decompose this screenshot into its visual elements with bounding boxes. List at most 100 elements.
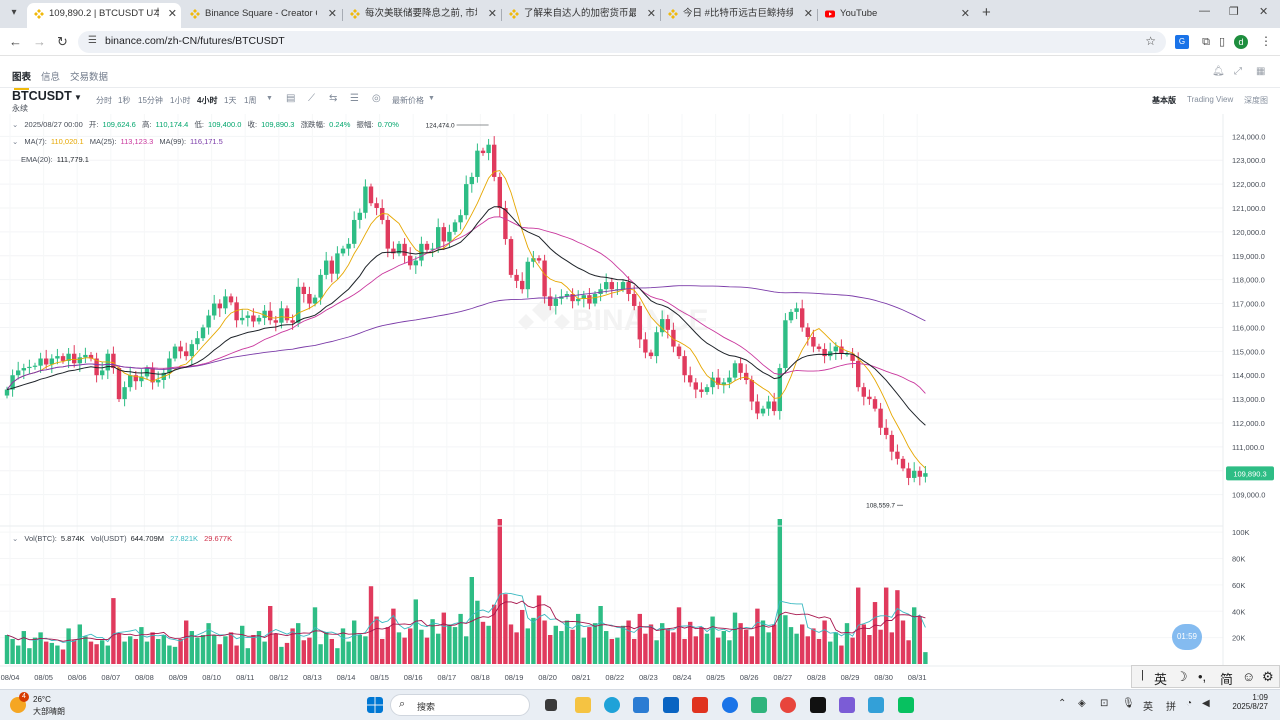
- tab-trading-data[interactable]: 交易数据: [70, 72, 109, 83]
- browser-tab[interactable]: 每次美联储要降息之前, 市场往 ✕: [343, 3, 501, 28]
- interval-1w[interactable]: 1周: [244, 96, 257, 105]
- volume-bar: [497, 519, 502, 664]
- volume-bar: [716, 637, 721, 664]
- interval-4h[interactable]: 4小时: [197, 96, 218, 105]
- symbol-name[interactable]: BTCUSDT: [12, 89, 72, 103]
- microphone-icon[interactable]: 🎙︎: [1122, 698, 1135, 709]
- outlook-icon[interactable]: [663, 697, 679, 713]
- close-tab-icon[interactable]: ✕: [646, 8, 656, 20]
- view-basic[interactable]: 基本版: [1152, 96, 1176, 105]
- wechat-icon[interactable]: [898, 697, 914, 713]
- translate-icon[interactable]: G: [1175, 35, 1189, 49]
- expand-icon[interactable]: ⤢: [1234, 66, 1242, 77]
- browser-tab[interactable]: YouTube ✕: [818, 3, 974, 28]
- candlestick-chart[interactable]: BINANCE 124,000.0 123,000.0 122,000.0 121,0…: [0, 114, 1280, 689]
- edge-icon[interactable]: [604, 697, 620, 713]
- interval-1s[interactable]: 1秒: [118, 96, 131, 105]
- new-tab-icon[interactable]: +: [982, 4, 991, 21]
- moon-icon[interactable]: ☽: [1176, 669, 1188, 684]
- settings-list-icon[interactable]: ☰: [350, 93, 359, 104]
- calendar-icon[interactable]: ▤: [286, 93, 296, 104]
- taskbar-search[interactable]: ⌕ 搜索: [390, 694, 530, 716]
- tray-ime-mode[interactable]: 拼: [1166, 702, 1176, 713]
- extensions-icon[interactable]: ⧉: [1202, 36, 1210, 48]
- store-icon[interactable]: [633, 697, 649, 713]
- candle-body: [469, 176, 474, 185]
- candle-body: [878, 408, 883, 428]
- tray-app-icon[interactable]: ◈: [1078, 698, 1086, 709]
- high-value: 110,174.4: [155, 120, 189, 129]
- layout-grid-icon[interactable]: ▦: [1256, 66, 1266, 77]
- close-tab-icon[interactable]: ✕: [803, 8, 813, 20]
- browser-tab[interactable]: 了解来自达人的加密货币最新资 ✕: [502, 3, 660, 28]
- app-icon[interactable]: [839, 697, 855, 713]
- emoji-icon[interactable]: ☺: [1242, 669, 1256, 684]
- browser-tab-active[interactable]: 109,890.2 | BTCUSDT U本位永 ✕: [27, 3, 181, 28]
- browser-menu-icon[interactable]: ⋮: [1260, 34, 1272, 48]
- interval-15m[interactable]: 15分钟: [138, 96, 163, 105]
- ime-simplified-toggle[interactable]: 简: [1220, 672, 1234, 687]
- tray-chevron-icon[interactable]: ⌃: [1058, 698, 1067, 709]
- ime-settings-icon[interactable]: ⚙: [1262, 669, 1274, 684]
- capcut-icon[interactable]: [810, 697, 826, 713]
- task-view-icon[interactable]: [545, 699, 557, 711]
- volume-icon[interactable]: ◀︎: [1202, 698, 1210, 709]
- volume-bar: [844, 623, 850, 664]
- profile-avatar[interactable]: d: [1234, 35, 1248, 49]
- tab-chart[interactable]: 图表: [12, 69, 31, 90]
- close-tab-icon[interactable]: ✕: [327, 8, 337, 20]
- ime-lang-toggle[interactable]: 英: [1154, 672, 1168, 687]
- price-type-select[interactable]: 最新价格: [392, 96, 424, 105]
- restore-icon[interactable]: ❐: [1229, 6, 1239, 18]
- maps-icon[interactable]: [751, 697, 767, 713]
- more-intervals-icon[interactable]: ▼: [266, 95, 273, 102]
- view-depth[interactable]: 深度图: [1244, 96, 1268, 105]
- price-type-chevron-down-icon[interactable]: ▼: [428, 95, 435, 102]
- candle-body: [284, 308, 290, 321]
- ime-toolbar[interactable]: | 英 ☽ •, 简 ☺ ⚙: [1131, 665, 1280, 688]
- browser-tab[interactable]: Binance Square - Creator Cer ✕: [183, 3, 341, 28]
- wifi-icon[interactable]: ◔: [1186, 698, 1193, 709]
- close-tab-icon[interactable]: ✕: [167, 8, 177, 20]
- compare-icon[interactable]: ⇆: [329, 93, 338, 104]
- candle-body: [676, 346, 682, 357]
- feishu-icon[interactable]: [722, 697, 738, 713]
- reload-icon[interactable]: ↻: [57, 34, 68, 49]
- tab-separator: [817, 9, 818, 21]
- back-icon[interactable]: ←: [9, 34, 22, 49]
- file-explorer-icon[interactable]: [575, 697, 591, 713]
- punctuation-icon[interactable]: •,: [1198, 669, 1207, 684]
- vol-btc-label: Vol(BTC):: [24, 534, 57, 543]
- windows-start-icon[interactable]: [367, 697, 383, 713]
- target-icon[interactable]: ◎: [372, 93, 381, 104]
- site-info-icon[interactable]: ☰: [88, 35, 97, 46]
- ma7-value: 110,020.1: [50, 137, 84, 146]
- indicators-icon[interactable]: ⟋: [308, 93, 315, 104]
- interval-time[interactable]: 分时: [96, 96, 112, 105]
- tab-info[interactable]: 信息: [41, 72, 61, 83]
- close-window-icon[interactable]: ✕: [1259, 6, 1269, 18]
- tray-network-icon[interactable]: ⊡: [1100, 698, 1109, 709]
- time-tick-label: 08/27: [773, 673, 792, 682]
- candle-body: [732, 363, 738, 378]
- notepad-icon[interactable]: [868, 697, 884, 713]
- url-bar[interactable]: ☰ binance.com/zh-CN/futures/BTCUSDT ☆: [78, 31, 1166, 53]
- tab-search-icon[interactable]: ▾: [11, 7, 17, 18]
- bookmark-star-icon[interactable]: ☆: [1145, 34, 1156, 48]
- view-tradingview[interactable]: Trading View: [1187, 95, 1234, 104]
- forward-icon[interactable]: →: [33, 34, 46, 49]
- sidebar-icon[interactable]: ▯: [1218, 36, 1226, 48]
- chrome-icon[interactable]: [780, 697, 796, 713]
- interval-1d[interactable]: 1天: [224, 96, 237, 105]
- close-tab-icon[interactable]: ✕: [487, 8, 497, 20]
- minimize-icon[interactable]: —: [1199, 5, 1210, 17]
- symbol-dropdown-icon[interactable]: ▼: [74, 93, 82, 102]
- system-clock[interactable]: 1:09 2025/8/27: [1226, 693, 1268, 711]
- close-tab-icon[interactable]: ✕: [960, 8, 970, 20]
- interval-1h[interactable]: 1小时: [170, 96, 191, 105]
- bell-icon[interactable]: 🔔︎: [1212, 66, 1225, 77]
- browser-tab[interactable]: 今日 #比特币远古巨鲸持续出货 ✕: [661, 3, 817, 28]
- wps-icon[interactable]: [692, 697, 708, 713]
- tray-lang[interactable]: 英: [1143, 702, 1153, 713]
- timer-badge[interactable]: 01:59: [1172, 624, 1202, 650]
